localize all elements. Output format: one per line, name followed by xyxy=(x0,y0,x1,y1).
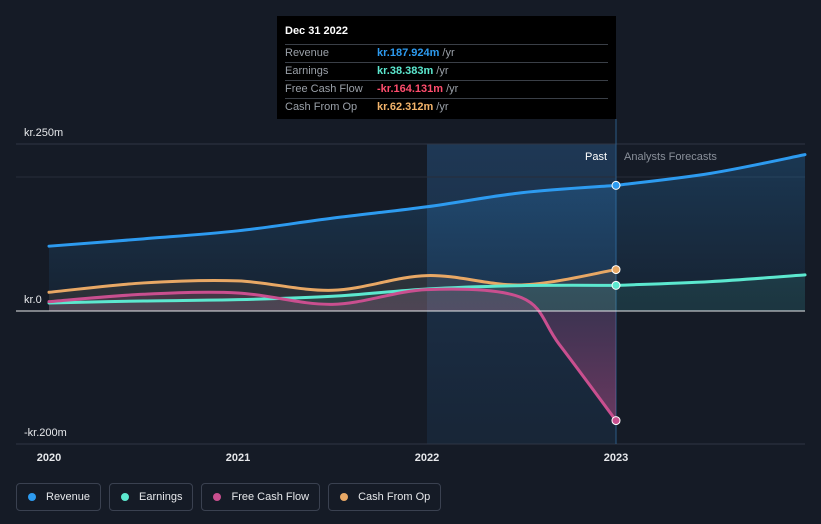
tooltip-value: kr.38.383m xyxy=(377,65,434,77)
earnings-dot-icon xyxy=(121,493,130,501)
cash-from-op-dot-icon xyxy=(340,493,349,501)
tooltip-unit: /yr xyxy=(446,83,459,95)
tooltip-date: Dec 31 2022 xyxy=(285,25,348,37)
y-tick-label: kr.250m xyxy=(24,127,63,139)
revenue-line xyxy=(47,183,618,248)
revenue-dot-icon xyxy=(28,493,36,501)
legend-item-free-cash-flow[interactable]: Free Cash Flow xyxy=(201,483,321,511)
past-label: Past xyxy=(585,151,607,163)
legend-label: Earnings xyxy=(139,491,183,503)
tooltip: Dec 31 2022 Revenue kr.187.924m /yr Earn… xyxy=(277,16,616,119)
tooltip-unit: /yr xyxy=(436,65,449,77)
tooltip-row-cash-from-op: Cash From Op kr.62.312m /yr xyxy=(285,98,608,116)
earnings-forecast-line xyxy=(614,273,807,287)
free-cash-flow-dot-icon xyxy=(213,493,222,501)
tooltip-label: Free Cash Flow xyxy=(285,83,363,95)
tooltip-value: -kr.164.131m xyxy=(377,83,444,95)
legend-item-cash-from-op[interactable]: Cash From Op xyxy=(328,483,442,511)
legend-label: Free Cash Flow xyxy=(231,491,310,503)
x-tick-label: 2023 xyxy=(604,452,628,464)
tooltip-unit: /yr xyxy=(436,101,449,113)
free-cash-flow-line xyxy=(47,287,618,423)
x-tick-label: 2020 xyxy=(37,452,61,464)
tooltip-label: Earnings xyxy=(285,65,329,77)
forecast-label: Analysts Forecasts xyxy=(624,151,717,163)
x-tick-label: 2022 xyxy=(415,452,439,464)
tooltip-value: kr.62.312m xyxy=(377,101,434,113)
cash-from-op-point xyxy=(611,265,621,275)
legend: Revenue Earnings Free Cash Flow Cash Fro… xyxy=(16,483,442,511)
tooltip-value: kr.187.924m xyxy=(377,47,440,59)
revenue-forecast-line xyxy=(614,153,807,187)
y-tick-label: kr.0 xyxy=(24,294,42,306)
tooltip-label: Cash From Op xyxy=(285,101,358,113)
tooltip-label: Revenue xyxy=(285,47,330,59)
legend-label: Cash From Op xyxy=(358,491,431,503)
tooltip-row-earnings: Earnings kr.38.383m /yr xyxy=(285,62,608,80)
free-cash-flow-point xyxy=(611,416,621,426)
legend-item-revenue[interactable]: Revenue xyxy=(16,483,102,511)
earnings-line xyxy=(47,283,618,305)
tooltip-row-free-cash-flow: Free Cash Flow -kr.164.131m /yr xyxy=(285,80,608,98)
legend-label: Revenue xyxy=(46,491,91,503)
earnings-point xyxy=(611,280,621,290)
x-tick-label: 2021 xyxy=(226,452,250,464)
legend-item-earnings[interactable]: Earnings xyxy=(109,483,194,511)
tooltip-row-revenue: Revenue kr.187.924m /yr xyxy=(285,44,608,62)
tooltip-unit: /yr xyxy=(442,47,455,59)
y-tick-label: -kr.200m xyxy=(24,427,67,439)
revenue-point xyxy=(611,180,621,190)
